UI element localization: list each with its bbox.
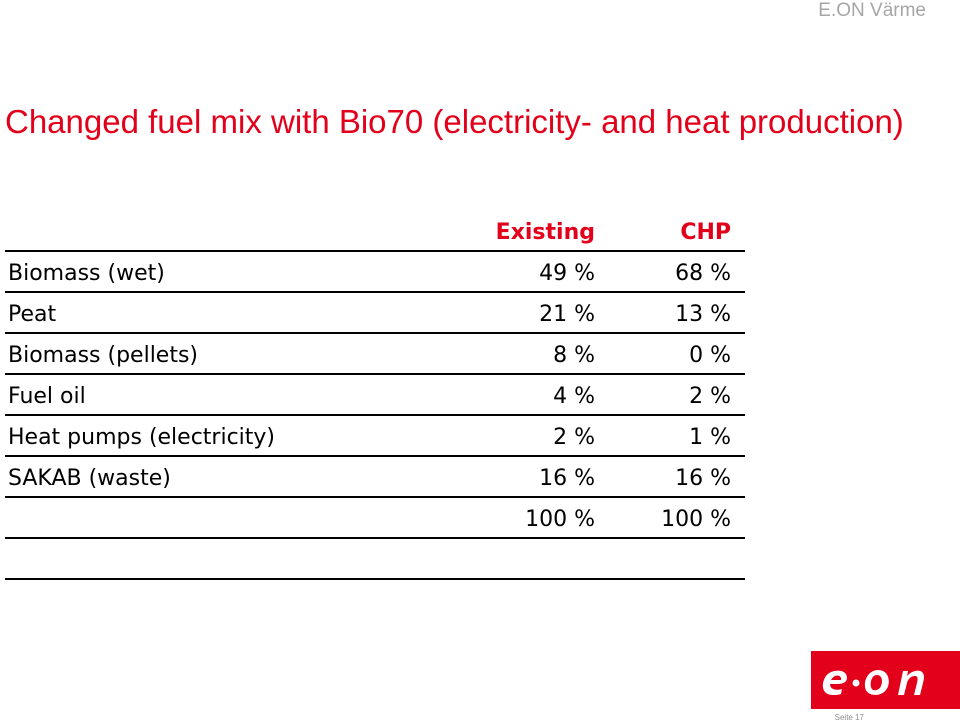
total-existing-value: 100 % [525, 507, 595, 532]
table-total-row: 100 % 100 % [5, 498, 745, 539]
row-label: SAKAB (waste) [8, 466, 171, 491]
table-row: Biomass (pellets) 8 % 0 % [5, 334, 745, 375]
table-row: SAKAB (waste) 16 % 16 % [5, 457, 745, 498]
table-row: Biomass (wet) 49 % 68 % [5, 252, 745, 293]
row-existing-value: 4 % [553, 384, 595, 409]
row-chp-value: 16 % [675, 466, 731, 491]
header-brand: E.ON Värme [818, 0, 926, 21]
row-label: Peat [8, 302, 57, 327]
slide-title: Changed fuel mix with Bio70 (electricity… [5, 103, 904, 140]
row-existing-value: 21 % [539, 302, 595, 327]
row-chp-value: 68 % [675, 261, 731, 286]
row-label: Biomass (wet) [8, 261, 165, 286]
table-row-empty [5, 539, 745, 580]
row-chp-value: 2 % [689, 384, 731, 409]
table-header-row: Existing CHP [5, 211, 745, 252]
table-row: Heat pumps (electricity) 2 % 1 % [5, 416, 745, 457]
row-existing-value: 2 % [553, 425, 595, 450]
row-label: Biomass (pellets) [8, 343, 199, 368]
row-label: Heat pumps (electricity) [8, 425, 276, 450]
header-cell-chp: CHP [680, 220, 731, 245]
page-number: Seite 17 [834, 713, 864, 722]
eon-logo [811, 651, 960, 709]
row-label: Fuel oil [8, 384, 86, 409]
total-chp-value: 100 % [661, 507, 731, 532]
row-chp-value: 0 % [689, 343, 731, 368]
fuel-mix-table: Existing CHP Biomass (wet) 49 % 68 % Pea… [5, 211, 745, 580]
header-cell-existing: Existing [495, 220, 595, 245]
table-row: Peat 21 % 13 % [5, 293, 745, 334]
row-chp-value: 13 % [675, 302, 731, 327]
row-existing-value: 8 % [553, 343, 595, 368]
row-chp-value: 1 % [689, 425, 731, 450]
row-existing-value: 49 % [539, 261, 595, 286]
table-row: Fuel oil 4 % 2 % [5, 375, 745, 416]
row-existing-value: 16 % [539, 466, 595, 491]
eon-logo-wordmark [822, 670, 924, 695]
